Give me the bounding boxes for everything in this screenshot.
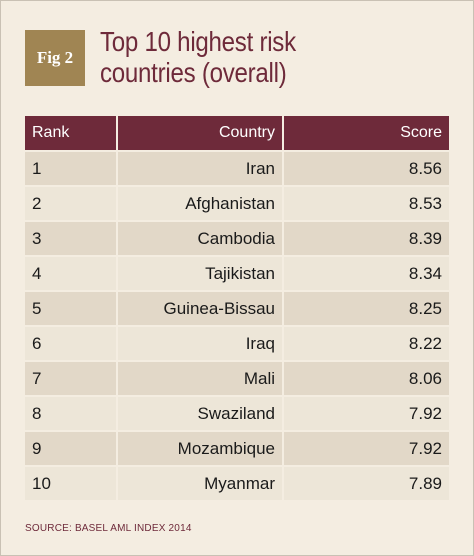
rank-cell: 10 [25, 465, 118, 500]
risk-table: Rank Country Score 1 Iran 8.56 2 Afghanistan… [25, 116, 449, 500]
figure-badge: Fig 2 [25, 30, 85, 86]
column-header-rank: Rank [25, 116, 118, 151]
table-row: 3 Cambodia 8.39 [25, 220, 449, 256]
rank-cell: 5 [25, 290, 118, 326]
column-header-country: Country [117, 116, 284, 151]
score-cell: 8.34 [283, 255, 449, 291]
table-row: 6 Iraq 8.22 [25, 325, 449, 361]
rank-cell: 1 [25, 150, 118, 186]
table-row: 9 Mozambique 7.92 [25, 430, 449, 466]
rank-cell: 2 [25, 185, 118, 221]
table-row: 2 Afghanistan 8.53 [25, 185, 449, 221]
country-cell: Mali [117, 360, 284, 396]
country-cell: Afghanistan [117, 185, 284, 221]
table-header-row: Rank Country Score [25, 116, 449, 151]
table-body: 1 Iran 8.56 2 Afghanistan 8.53 3 Cambodia 8.39 4 T… [25, 150, 449, 500]
country-cell: Tajikistan [117, 255, 284, 291]
score-cell: 8.25 [283, 290, 449, 326]
score-cell: 8.39 [283, 220, 449, 256]
column-header-score: Score [283, 116, 449, 151]
table-row: 5 Guinea-Bissau 8.25 [25, 290, 449, 326]
score-cell: 8.53 [283, 185, 449, 221]
table-row: 1 Iran 8.56 [25, 150, 449, 186]
table-row: 7 Mali 8.06 [25, 360, 449, 396]
country-cell: Iraq [117, 325, 284, 361]
rank-cell: 3 [25, 220, 118, 256]
rank-cell: 4 [25, 255, 118, 291]
score-cell: 8.06 [283, 360, 449, 396]
table-row: 4 Tajikistan 8.34 [25, 255, 449, 291]
table-row: 8 Swaziland 7.92 [25, 395, 449, 431]
score-cell: 7.92 [283, 395, 449, 431]
rank-cell: 8 [25, 395, 118, 431]
country-cell: Swaziland [117, 395, 284, 431]
country-cell: Mozambique [117, 430, 284, 466]
rank-cell: 6 [25, 325, 118, 361]
score-cell: 7.89 [283, 465, 449, 500]
country-cell: Cambodia [117, 220, 284, 256]
score-cell: 8.56 [283, 150, 449, 186]
figure-title: Top 10 highest risk countries (overall) [100, 26, 296, 88]
score-cell: 8.22 [283, 325, 449, 361]
rank-cell: 9 [25, 430, 118, 466]
score-cell: 7.92 [283, 430, 449, 466]
table-row: 10 Myanmar 7.89 [25, 465, 449, 500]
country-cell: Myanmar [117, 465, 284, 500]
source-note: SOURCE: BASEL AML INDEX 2014 [25, 523, 192, 534]
country-cell: Iran [117, 150, 284, 186]
country-cell: Guinea-Bissau [117, 290, 284, 326]
rank-cell: 7 [25, 360, 118, 396]
